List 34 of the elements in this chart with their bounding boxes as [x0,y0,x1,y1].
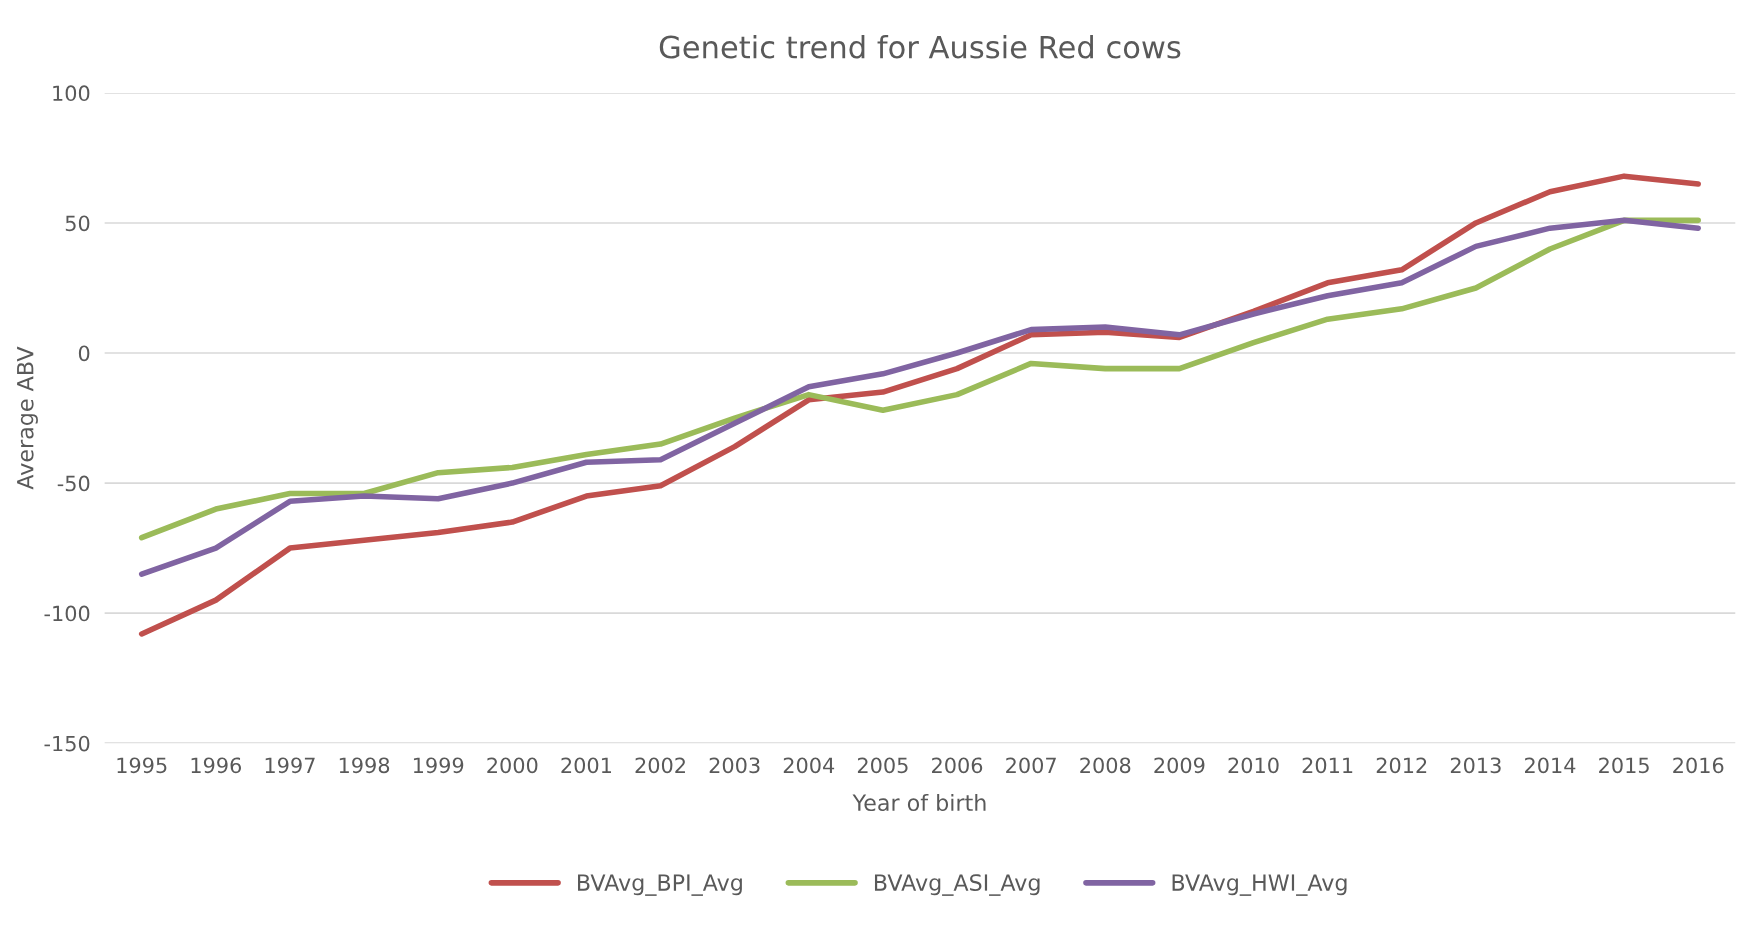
x-tick-label: 2006 [932,757,983,774]
y-tick-label: -100 [44,605,90,622]
y-tick-label: 0 [78,345,90,362]
x-tick-label: 2008 [1080,757,1131,774]
y-tick-label: -50 [57,475,90,492]
y-tick-label: 100 [53,85,90,102]
x-tick-label: 2012 [1376,757,1427,774]
x-tick-label: 2014 [1525,757,1576,774]
chart-title: Genetic trend for Aussie Red cows [659,34,1181,59]
x-tick-label: 2010 [1228,757,1279,774]
x-tick-label: 2009 [1154,757,1205,774]
y-tick-label: 50 [65,215,90,232]
x-tick-label: 1995 [117,757,167,774]
legend-label: BVAvg_HWI_Avg [1172,874,1347,896]
x-tick-label: 2013 [1450,757,1501,774]
x-tick-label: 2002 [635,757,685,774]
y-axis-title: Average ABV [17,346,38,490]
x-tick-label: 1996 [191,757,242,774]
x-axis-title: Year of birth [852,793,986,812]
x-tick-label: 2016 [1673,757,1724,774]
y-tick-label: -150 [44,735,90,752]
x-tick-label: 1999 [413,757,464,774]
x-tick-label: 2000 [487,757,538,774]
x-tick-label: 1998 [339,757,390,774]
x-tick-label: 2011 [1302,757,1353,774]
x-tick-label: 2007 [1006,757,1056,774]
legend-label: BVAvg_ASI_Avg [874,874,1040,896]
x-tick-label: 2015 [1599,757,1649,774]
x-tick-label: 2005 [857,757,908,774]
x-tick-label: 1997 [265,757,315,774]
legend-label: BVAvg_BPI_Avg [578,874,742,896]
x-tick-label: 2004 [783,757,835,774]
x-tick-label: 2003 [709,757,760,774]
x-tick-label: 2001 [561,757,612,774]
